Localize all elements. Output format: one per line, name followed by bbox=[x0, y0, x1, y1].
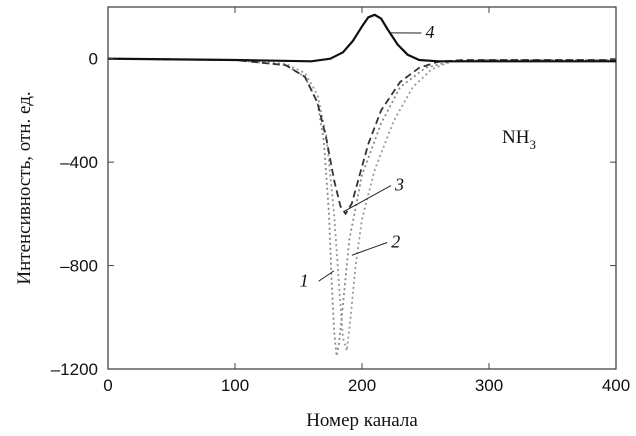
curve-1-label: 1 bbox=[300, 270, 309, 290]
y-tick-label: –800 bbox=[60, 257, 98, 276]
series-3-line bbox=[107, 57, 616, 215]
y-axis-ticks: –1200 –800 –400 0 bbox=[51, 50, 616, 379]
x-axis-label: Номер канала bbox=[306, 410, 418, 431]
x-tick-label: 0 bbox=[103, 376, 112, 395]
curve-2-leader bbox=[351, 242, 388, 256]
y-tick-label: –1200 bbox=[51, 360, 98, 379]
series-2-line bbox=[107, 57, 616, 352]
curve-3-label: 3 bbox=[394, 175, 404, 195]
y-axis-label: Интенсивность, отн. ед. bbox=[14, 91, 35, 284]
y-tick-label: 0 bbox=[89, 50, 98, 69]
x-axis-ticks: 0 100 200 300 400 bbox=[103, 7, 630, 395]
y-tick-label: –400 bbox=[60, 153, 98, 172]
x-tick-label: 200 bbox=[348, 376, 376, 395]
annotation-base: NH bbox=[502, 127, 530, 148]
compound-annotation: NH3 bbox=[502, 127, 536, 152]
x-tick-label: 400 bbox=[602, 376, 630, 395]
curve-labels: 1 2 3 4 bbox=[300, 22, 435, 290]
curve-4-label: 4 bbox=[426, 22, 435, 42]
curve-2-label: 2 bbox=[391, 231, 400, 251]
annotation-subscript: 3 bbox=[529, 137, 536, 152]
curve-3-leader bbox=[343, 185, 392, 212]
x-tick-label: 300 bbox=[475, 376, 503, 395]
series-4-line bbox=[107, 13, 616, 63]
series-1-line bbox=[107, 57, 616, 358]
x-tick-label: 100 bbox=[221, 376, 249, 395]
curve-1-leader bbox=[318, 270, 335, 282]
curves-group bbox=[107, 13, 616, 358]
